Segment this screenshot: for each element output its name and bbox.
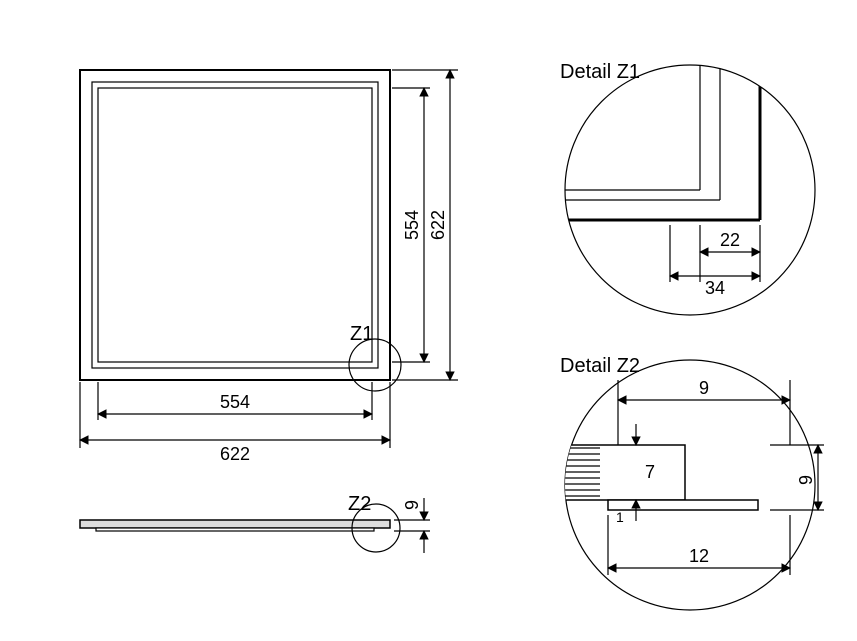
dim-z1-outer: 34 (705, 278, 725, 298)
dim-w-inner: 554 (220, 392, 250, 412)
technical-drawing: Z1 554 622 554 622 Z2 (0, 0, 857, 641)
detail-z1-title: Detail Z1 (560, 61, 640, 83)
callout-circle-z1 (349, 339, 401, 391)
dim-z2-small: 1 (616, 509, 624, 525)
detail-z2-title: Detail Z2 (560, 355, 640, 377)
dim-h-inner: 554 (402, 210, 422, 240)
callout-z1-label: Z1 (350, 323, 373, 345)
side-view: Z2 9 (80, 493, 430, 553)
dim-z2-vert-left: 7 (645, 462, 655, 482)
dim-h-outer: 622 (428, 210, 448, 240)
detail-z1: Detail Z1 22 34 (550, 60, 815, 315)
dim-z2-top: 9 (699, 378, 709, 398)
callout-z2-label: Z2 (348, 493, 371, 515)
dim-thickness: 9 (402, 500, 422, 510)
dim-w-outer: 622 (220, 444, 250, 464)
front-view: Z1 554 622 554 622 (80, 70, 458, 464)
detail-z2: Detail Z2 9 7 1 (540, 355, 824, 610)
dim-z2-bottom: 12 (689, 546, 709, 566)
dim-z1-inner: 22 (720, 230, 740, 250)
dim-z2-vert-right: 9 (796, 475, 816, 485)
